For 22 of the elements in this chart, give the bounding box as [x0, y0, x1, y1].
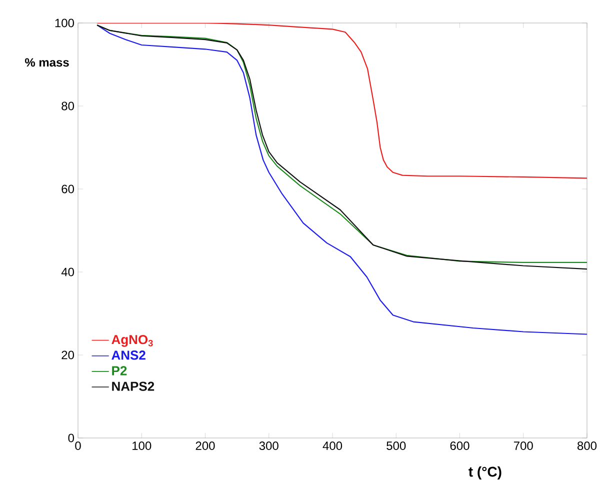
legend-label: AgNO$_{3}$: [112, 334, 153, 347]
y-tick-label: 60: [62, 184, 74, 194]
x-tick-label: 700: [514, 442, 533, 450]
x-tick-label: 200: [196, 442, 215, 450]
x-tick-label: 400: [322, 442, 342, 450]
y-tick-label: 80: [62, 102, 74, 110]
x-axis-title: t (°C): [468, 466, 502, 480]
y-tick-label: 100: [55, 18, 74, 28]
y-tick-label: 40: [61, 268, 74, 276]
x-tick-label: 0: [75, 442, 81, 450]
x-tick-label: 500: [386, 442, 406, 450]
legend-label: ANS2: [112, 350, 146, 360]
x-tick-label: 600: [450, 442, 470, 450]
y-axis-title: % mass: [24, 58, 69, 67]
legend-label: NAPS2: [112, 382, 154, 391]
y-tick-label: 0: [68, 434, 74, 442]
y-tick-label: 20: [62, 350, 74, 360]
x-tick-label: 800: [578, 442, 597, 450]
x-tick-label: 300: [259, 442, 278, 450]
line-series: [96, 24, 587, 335]
legend-label: P2: [112, 366, 127, 376]
x-tick-label: 100: [132, 442, 152, 450]
